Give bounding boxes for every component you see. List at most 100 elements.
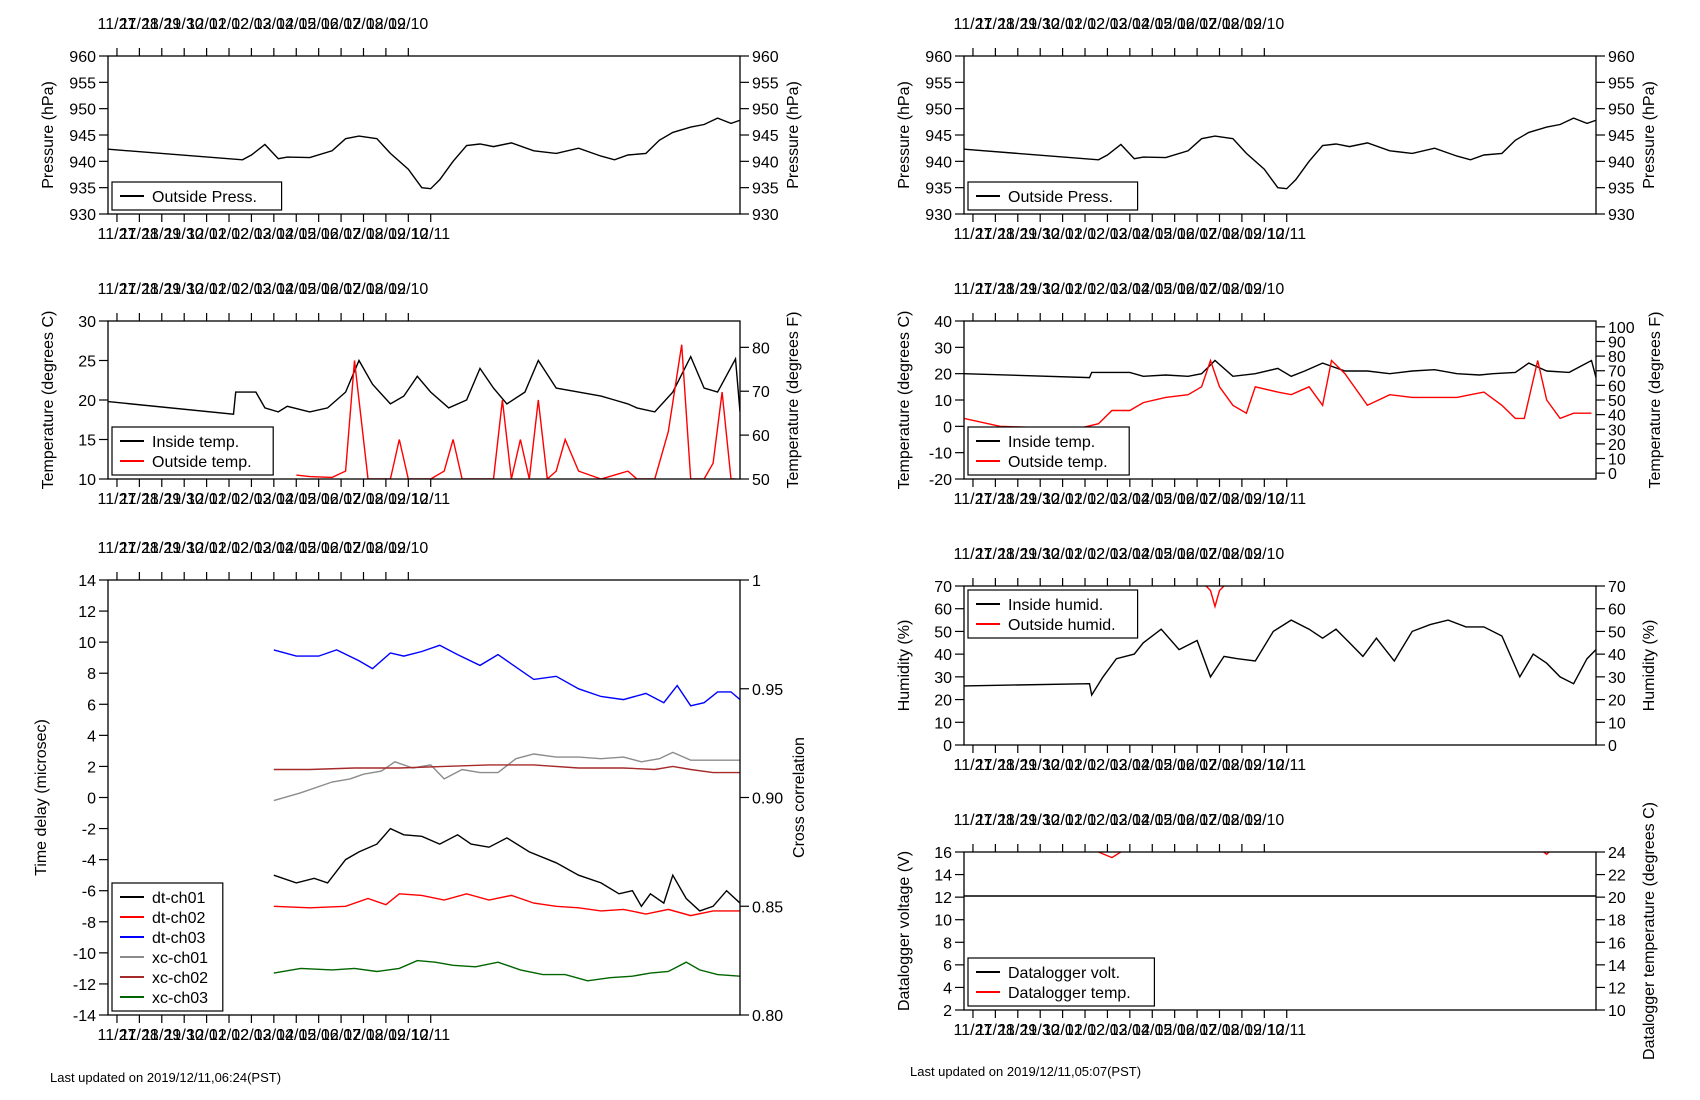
- right-datalogger-bottom-date: 12/04: [1110, 1022, 1150, 1039]
- right-datalogger-bottom-date: 12/09: [1222, 1022, 1262, 1039]
- left-pressure-ytick-label: 930: [69, 207, 96, 224]
- right-datalogger-bottom-date: 12/10: [1244, 1022, 1284, 1039]
- right-humidity-bottom-date: 12/03: [1087, 757, 1127, 774]
- right-datalogger-top-date: 12/02: [1065, 812, 1105, 829]
- right-datalogger-top-date: 11/30: [1021, 812, 1060, 829]
- left-timedelay-ytick-label: -4: [82, 853, 96, 870]
- left-timedelay-top-date: 12/02: [209, 540, 249, 557]
- left-timedelay-top-date: 12/07: [321, 540, 361, 557]
- right-humidity-ytick-label: 60: [934, 602, 952, 619]
- left-timedelay-legend: dt-ch01 dt-ch02 dt-ch03 xc-ch01 xc-ch02 xc-ch…: [111, 882, 224, 1012]
- right-humidity-bottom-date: 12/06: [1155, 757, 1195, 774]
- left-temperature-top-date: 12/10: [388, 281, 428, 298]
- right-temperature-bottom-date: 11/29: [998, 491, 1037, 508]
- right-pressure-ylabel: Pressure (hPa): [896, 81, 913, 189]
- left-timedelay-legend-label: dt-ch01: [152, 890, 205, 907]
- left-pressure-bottom-date: 12/05: [276, 226, 316, 243]
- right-datalogger-legend-label: Datalogger volt.: [1008, 965, 1120, 982]
- right-datalogger-bottom-date: 12/07: [1177, 1022, 1217, 1039]
- left-pressure-top-date: 12/06: [299, 16, 339, 33]
- right-temperature-bottom-date: 12/03: [1087, 491, 1127, 508]
- right-pressure-top-date: 11/28: [976, 16, 1015, 33]
- right-temperature-ytick2-label: 60: [1608, 378, 1626, 395]
- right-humidity-frame: [963, 585, 1597, 746]
- left-timedelay-ylabel2: Cross correlation: [791, 737, 808, 858]
- left-pressure-bottom-date: 12/03: [231, 226, 271, 243]
- left-temperature-top-date: 12/02: [209, 281, 249, 298]
- right-temperature-bottom-date: 12/05: [1132, 491, 1172, 508]
- left-pressure-ylabel2: Pressure (hPa): [785, 81, 802, 189]
- right-datalogger-ytick-label: 4: [943, 980, 952, 997]
- left-timedelay-bottom-date: 11/28: [120, 1027, 159, 1044]
- right-pressure-ytick2-label: 935: [1608, 181, 1635, 198]
- left-timedelay-ytick2-label: 0.80: [752, 1008, 783, 1025]
- left-timedelay-series-3: [273, 644, 740, 707]
- left-temperature-legend-label: Inside temp.: [152, 434, 239, 451]
- left-pressure-legend: Outside Press.: [111, 181, 283, 211]
- left-timedelay-ytick-label: 10: [78, 635, 96, 652]
- right-pressure-ytick-label: 935: [925, 181, 952, 198]
- right-humidity-top-date: 11/29: [998, 546, 1037, 563]
- right-humidity-ytick2-label: 60: [1608, 602, 1626, 619]
- left-temperature-legend-box: [111, 426, 274, 476]
- left-timedelay-ytick2-label: 0.90: [752, 791, 783, 808]
- left-timedelay-top-date: 12/06: [299, 540, 339, 557]
- left-pressure-ytick-label: 960: [69, 49, 96, 66]
- right-temperature-bottom-date: 12/02: [1065, 491, 1105, 508]
- right-humidity-bottom-date: 12/08: [1199, 757, 1239, 774]
- left-temperature-ytick2-label: 80: [752, 340, 770, 357]
- left-temperature-bottom-date: 12/10: [388, 491, 428, 508]
- left-timedelay-top-date: 11/29: [142, 540, 181, 557]
- left-timedelay-ytick2-label: 0.85: [752, 899, 783, 916]
- left-timedelay-top-date: 12/04: [254, 540, 294, 557]
- right-datalogger-bottom-date: 11/30: [1021, 1022, 1060, 1039]
- right-datalogger-ytick2-label: 20: [1608, 890, 1626, 907]
- left-timedelay-bottom-date: 12/05: [276, 1027, 316, 1044]
- left-timedelay-ytick-label: 4: [87, 728, 96, 745]
- right-humidity-ytick2-label: 30: [1608, 670, 1626, 687]
- right-humidity-ytick-label: 30: [934, 670, 952, 687]
- left-pressure-top-date: 11/27: [98, 16, 137, 33]
- right-datalogger-legend: Datalogger volt. Datalogger temp.: [967, 957, 1155, 1007]
- left-timedelay-ytick-label: 0: [87, 791, 96, 808]
- right-pressure-bottom-date: 11/30: [1021, 226, 1060, 243]
- right-pressure-bottom-date: 12/04: [1110, 226, 1150, 243]
- right-pressure-ytick2-label: 955: [1608, 75, 1635, 92]
- right-datalogger-top-date: 12/10: [1244, 812, 1284, 829]
- left-temperature-top-date: 12/05: [276, 281, 316, 298]
- right-humidity-top-date: 12/02: [1065, 546, 1105, 563]
- right-pressure-ytick-label: 960: [925, 49, 952, 66]
- right-datalogger-ytick-label: 14: [934, 868, 952, 885]
- right-pressure-top-date: 11/29: [998, 16, 1037, 33]
- left-timedelay-series-2: [273, 893, 740, 917]
- right-pressure-legend: Outside Press.: [967, 181, 1139, 211]
- left-temperature-top-date: 12/08: [343, 281, 383, 298]
- left-timedelay-ytick-label: 12: [78, 604, 96, 621]
- left-pressure-bottom-date: 12/06: [299, 226, 339, 243]
- right-datalogger-top-date: 12/06: [1155, 812, 1195, 829]
- left-timedelay-bottom-date: 12/06: [299, 1027, 339, 1044]
- right-pressure-top-date: 12/05: [1132, 16, 1172, 33]
- left-pressure-top-date: 11/29: [142, 16, 181, 33]
- left-timedelay-chart: -14 -12 -10 -8 -6 -4 -2 0 2 4 6 8 10 12 14 0.80 0.85 0.90…: [33, 540, 808, 1044]
- left-pressure-bottom-date: 11/29: [142, 226, 181, 243]
- right-temperature-bottom-date: 12/09: [1222, 491, 1262, 508]
- right-pressure-bottom-date: 12/03: [1087, 226, 1127, 243]
- right-pressure-top-date: 12/06: [1155, 16, 1195, 33]
- right-pressure-bottom-date: 12/10: [1244, 226, 1284, 243]
- left-temperature-ytick2-label: 60: [752, 428, 770, 445]
- right-datalogger-top-date: 12/01: [1043, 812, 1083, 829]
- left-temperature-top-date: 11/27: [98, 281, 137, 298]
- left-timedelay-top-date: 12/08: [343, 540, 383, 557]
- left-timedelay-top-date: 12/03: [231, 540, 271, 557]
- left-timedelay-ytick-label: -6: [82, 884, 96, 901]
- right-temperature-series-2: [964, 358, 1592, 430]
- right-humidity-ytick2-label: 10: [1608, 715, 1626, 732]
- right-humidity-top-date: 12/06: [1155, 546, 1195, 563]
- right-pressure-top-date: 12/03: [1087, 16, 1127, 33]
- left-timedelay-top-date: 12/05: [276, 540, 316, 557]
- left-timedelay-legend-label: xc-ch01: [152, 950, 208, 967]
- right-temperature-top-date: 12/01: [1043, 281, 1083, 298]
- left-temperature-top-date: 11/29: [142, 281, 181, 298]
